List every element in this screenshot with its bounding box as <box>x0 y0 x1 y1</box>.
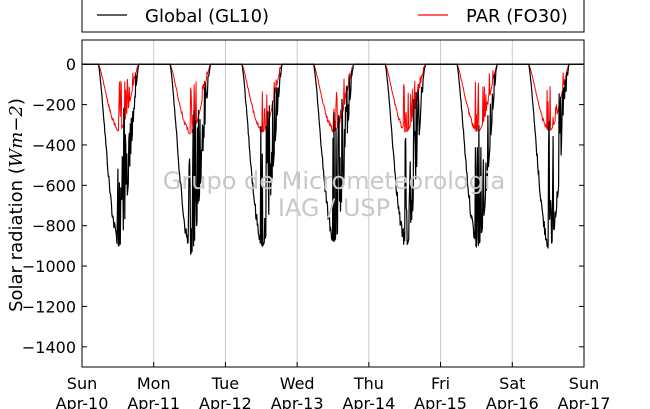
x-tick-label-date: Apr-16 <box>486 394 539 409</box>
y-axis-label-close: ) <box>6 98 27 105</box>
y-axis-label: Solar radiation (Wm−2) <box>6 98 27 312</box>
y-axis: 0 −200 −400 −600 −800 −1000 −1200 −1400 <box>22 55 584 357</box>
y-tick-label: −1400 <box>22 338 76 357</box>
x-tick-label-day: Sun <box>67 374 97 393</box>
y-tick-label: −400 <box>32 136 76 155</box>
series-par-line <box>82 63 584 135</box>
legend: Global (GL10) PAR (FO30) <box>81 0 585 33</box>
x-tick-label-date: Apr-11 <box>127 394 180 409</box>
x-axis: SunApr-10MonApr-11TueApr-12WedApr-13ThuA… <box>56 362 611 409</box>
legend-label-global: Global (GL10) <box>145 6 269 27</box>
y-tick-label: −1200 <box>22 297 76 316</box>
grid <box>153 40 513 367</box>
x-tick-label-day: Thu <box>353 374 384 393</box>
watermark-line-1: Grupo de Micrometeorologia <box>163 167 505 195</box>
x-tick-label-date: Apr-13 <box>271 394 324 409</box>
legend-label-par: PAR (FO30) <box>466 6 568 27</box>
x-tick-label-day: Fri <box>431 374 450 393</box>
x-tick-label-date: Apr-17 <box>558 394 611 409</box>
x-tick-label-date: Apr-10 <box>56 394 109 409</box>
y-axis-label-unit: Wm−2 <box>6 105 27 167</box>
x-tick-label-day: Mon <box>137 374 171 393</box>
x-tick-label-date: Apr-14 <box>342 394 395 409</box>
plot-frame <box>81 39 585 368</box>
y-axis-label-text: Solar radiation ( <box>6 167 27 312</box>
watermark: Grupo de Micrometeorologia IAG / USP <box>163 167 505 222</box>
y-tick-label: −200 <box>32 96 76 115</box>
watermark-line-2: IAG / USP <box>278 194 390 222</box>
y-tick-label: −600 <box>32 176 76 195</box>
y-tick-label: 0 <box>66 55 76 74</box>
series-par-layer <box>82 63 584 135</box>
series-global-layer <box>82 63 584 256</box>
series-global-line <box>82 63 584 256</box>
x-tick-label-day: Wed <box>280 374 315 393</box>
x-tick-label-date: Apr-12 <box>199 394 252 409</box>
x-tick-label-day: Sat <box>499 374 525 393</box>
y-tick-label: −1000 <box>22 257 76 276</box>
y-tick-label: −800 <box>32 217 76 236</box>
x-tick-label-day: Sun <box>569 374 599 393</box>
x-tick-label-date: Apr-15 <box>414 394 467 409</box>
legend-frame <box>81 0 585 33</box>
x-tick-label-day: Tue <box>211 374 239 393</box>
